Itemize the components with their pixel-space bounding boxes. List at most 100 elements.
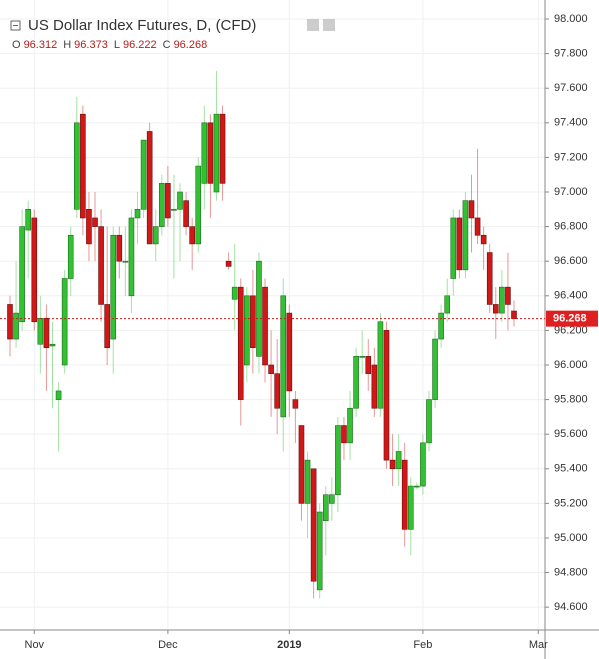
y-tick-label: 96.000 <box>554 359 588 371</box>
candle-body <box>189 226 195 245</box>
candle-body <box>25 209 32 231</box>
candle-body <box>31 217 38 323</box>
candle-body <box>414 485 420 488</box>
candle-body <box>128 217 135 297</box>
candle-body <box>432 338 438 400</box>
candle-body <box>353 356 359 409</box>
candle-body <box>499 286 505 314</box>
candle-body <box>292 399 299 409</box>
y-tick-label: 94.600 <box>554 601 588 613</box>
candle-body <box>389 459 396 470</box>
candle-body <box>177 191 183 210</box>
candle-body <box>480 234 487 245</box>
y-tick-label: 96.800 <box>554 221 588 233</box>
y-tick-label: 98.000 <box>554 13 588 25</box>
candle-body <box>86 209 92 245</box>
candle-body <box>140 139 147 210</box>
candle-body <box>505 286 511 305</box>
candle-body <box>231 286 238 300</box>
candle-body <box>146 131 153 245</box>
candle-body <box>250 295 256 348</box>
candle-body <box>80 113 86 219</box>
candle-body <box>347 407 353 444</box>
candle-body <box>304 459 311 504</box>
candle-body <box>329 494 335 504</box>
candle-body <box>43 317 50 348</box>
candle-body <box>152 226 159 245</box>
ohlc-value: 96.268 <box>174 39 208 51</box>
candle-body <box>407 485 414 530</box>
ohlc-key: H <box>63 39 71 51</box>
plot-area <box>0 0 545 630</box>
x-tick-label: Mar <box>529 639 548 651</box>
candle-body <box>280 295 287 418</box>
candle-body <box>316 511 323 591</box>
candle-body <box>122 260 129 263</box>
candle-body <box>67 234 74 279</box>
y-tick-label: 97.000 <box>554 186 588 198</box>
candle-body <box>244 295 250 366</box>
candle-body <box>462 200 469 271</box>
candle-body <box>37 317 44 345</box>
ohlc-value: 96.373 <box>74 39 108 51</box>
candle-body <box>486 252 493 305</box>
candle-body <box>341 425 347 444</box>
candle-body <box>219 113 226 184</box>
candle-body <box>298 425 305 504</box>
candle-body <box>19 226 25 323</box>
settings-icon[interactable] <box>323 19 335 31</box>
candle-body <box>171 209 177 211</box>
candle-body <box>420 442 426 487</box>
y-tick-label: 97.400 <box>554 117 588 129</box>
candle-body <box>159 183 165 227</box>
ohlc-key: L <box>114 39 120 51</box>
candle-body <box>492 304 499 314</box>
candle-body <box>377 321 384 409</box>
candle-body <box>201 122 208 184</box>
y-tick-label: 97.200 <box>554 151 588 163</box>
candle-body <box>165 183 171 219</box>
candle-body <box>365 356 372 374</box>
y-tick-label: 95.200 <box>554 497 588 509</box>
candle-body <box>322 494 329 521</box>
last-price-box <box>546 310 598 327</box>
last-price-label: 96.268 <box>553 313 587 325</box>
y-tick-label: 95.000 <box>554 532 588 544</box>
y-tick-label: 96.600 <box>554 255 588 267</box>
x-tick-label: Nov <box>25 639 45 651</box>
candle-body <box>49 343 56 347</box>
y-tick-label: 95.400 <box>554 463 588 475</box>
candle-body <box>335 425 341 496</box>
candle-body <box>395 451 402 470</box>
candle-body <box>310 468 317 582</box>
y-tick-label: 97.800 <box>554 48 588 60</box>
candle-body <box>262 286 268 366</box>
x-tick-label: 2019 <box>277 639 301 651</box>
candle-body <box>183 200 189 227</box>
candle-body <box>456 217 463 271</box>
y-tick-label: 97.600 <box>554 82 588 94</box>
y-tick-label: 96.400 <box>554 290 588 302</box>
candle-body <box>73 122 80 210</box>
eye-icon[interactable] <box>307 19 319 31</box>
candle-body <box>474 217 481 236</box>
candle-body <box>134 209 141 219</box>
x-tick-label: Feb <box>413 639 432 651</box>
candle-body <box>61 278 68 366</box>
candle-body <box>274 373 280 409</box>
candle-body <box>195 165 202 245</box>
ohlc-key: C <box>163 39 171 51</box>
candle-body <box>13 312 19 340</box>
candle-body <box>104 304 110 348</box>
candle-body <box>7 304 13 340</box>
candle-body <box>110 234 117 340</box>
ohlc-legend: O 96.312 H 96.373 L 96.222 C 96.268 <box>12 39 207 51</box>
candle-body <box>401 459 408 530</box>
y-tick-label: 95.600 <box>554 428 588 440</box>
ohlc-value: 96.312 <box>24 39 58 51</box>
candle-body <box>444 295 451 314</box>
candle-body <box>98 226 104 305</box>
candle-body <box>359 356 365 358</box>
y-tick-label: 94.800 <box>554 566 588 578</box>
